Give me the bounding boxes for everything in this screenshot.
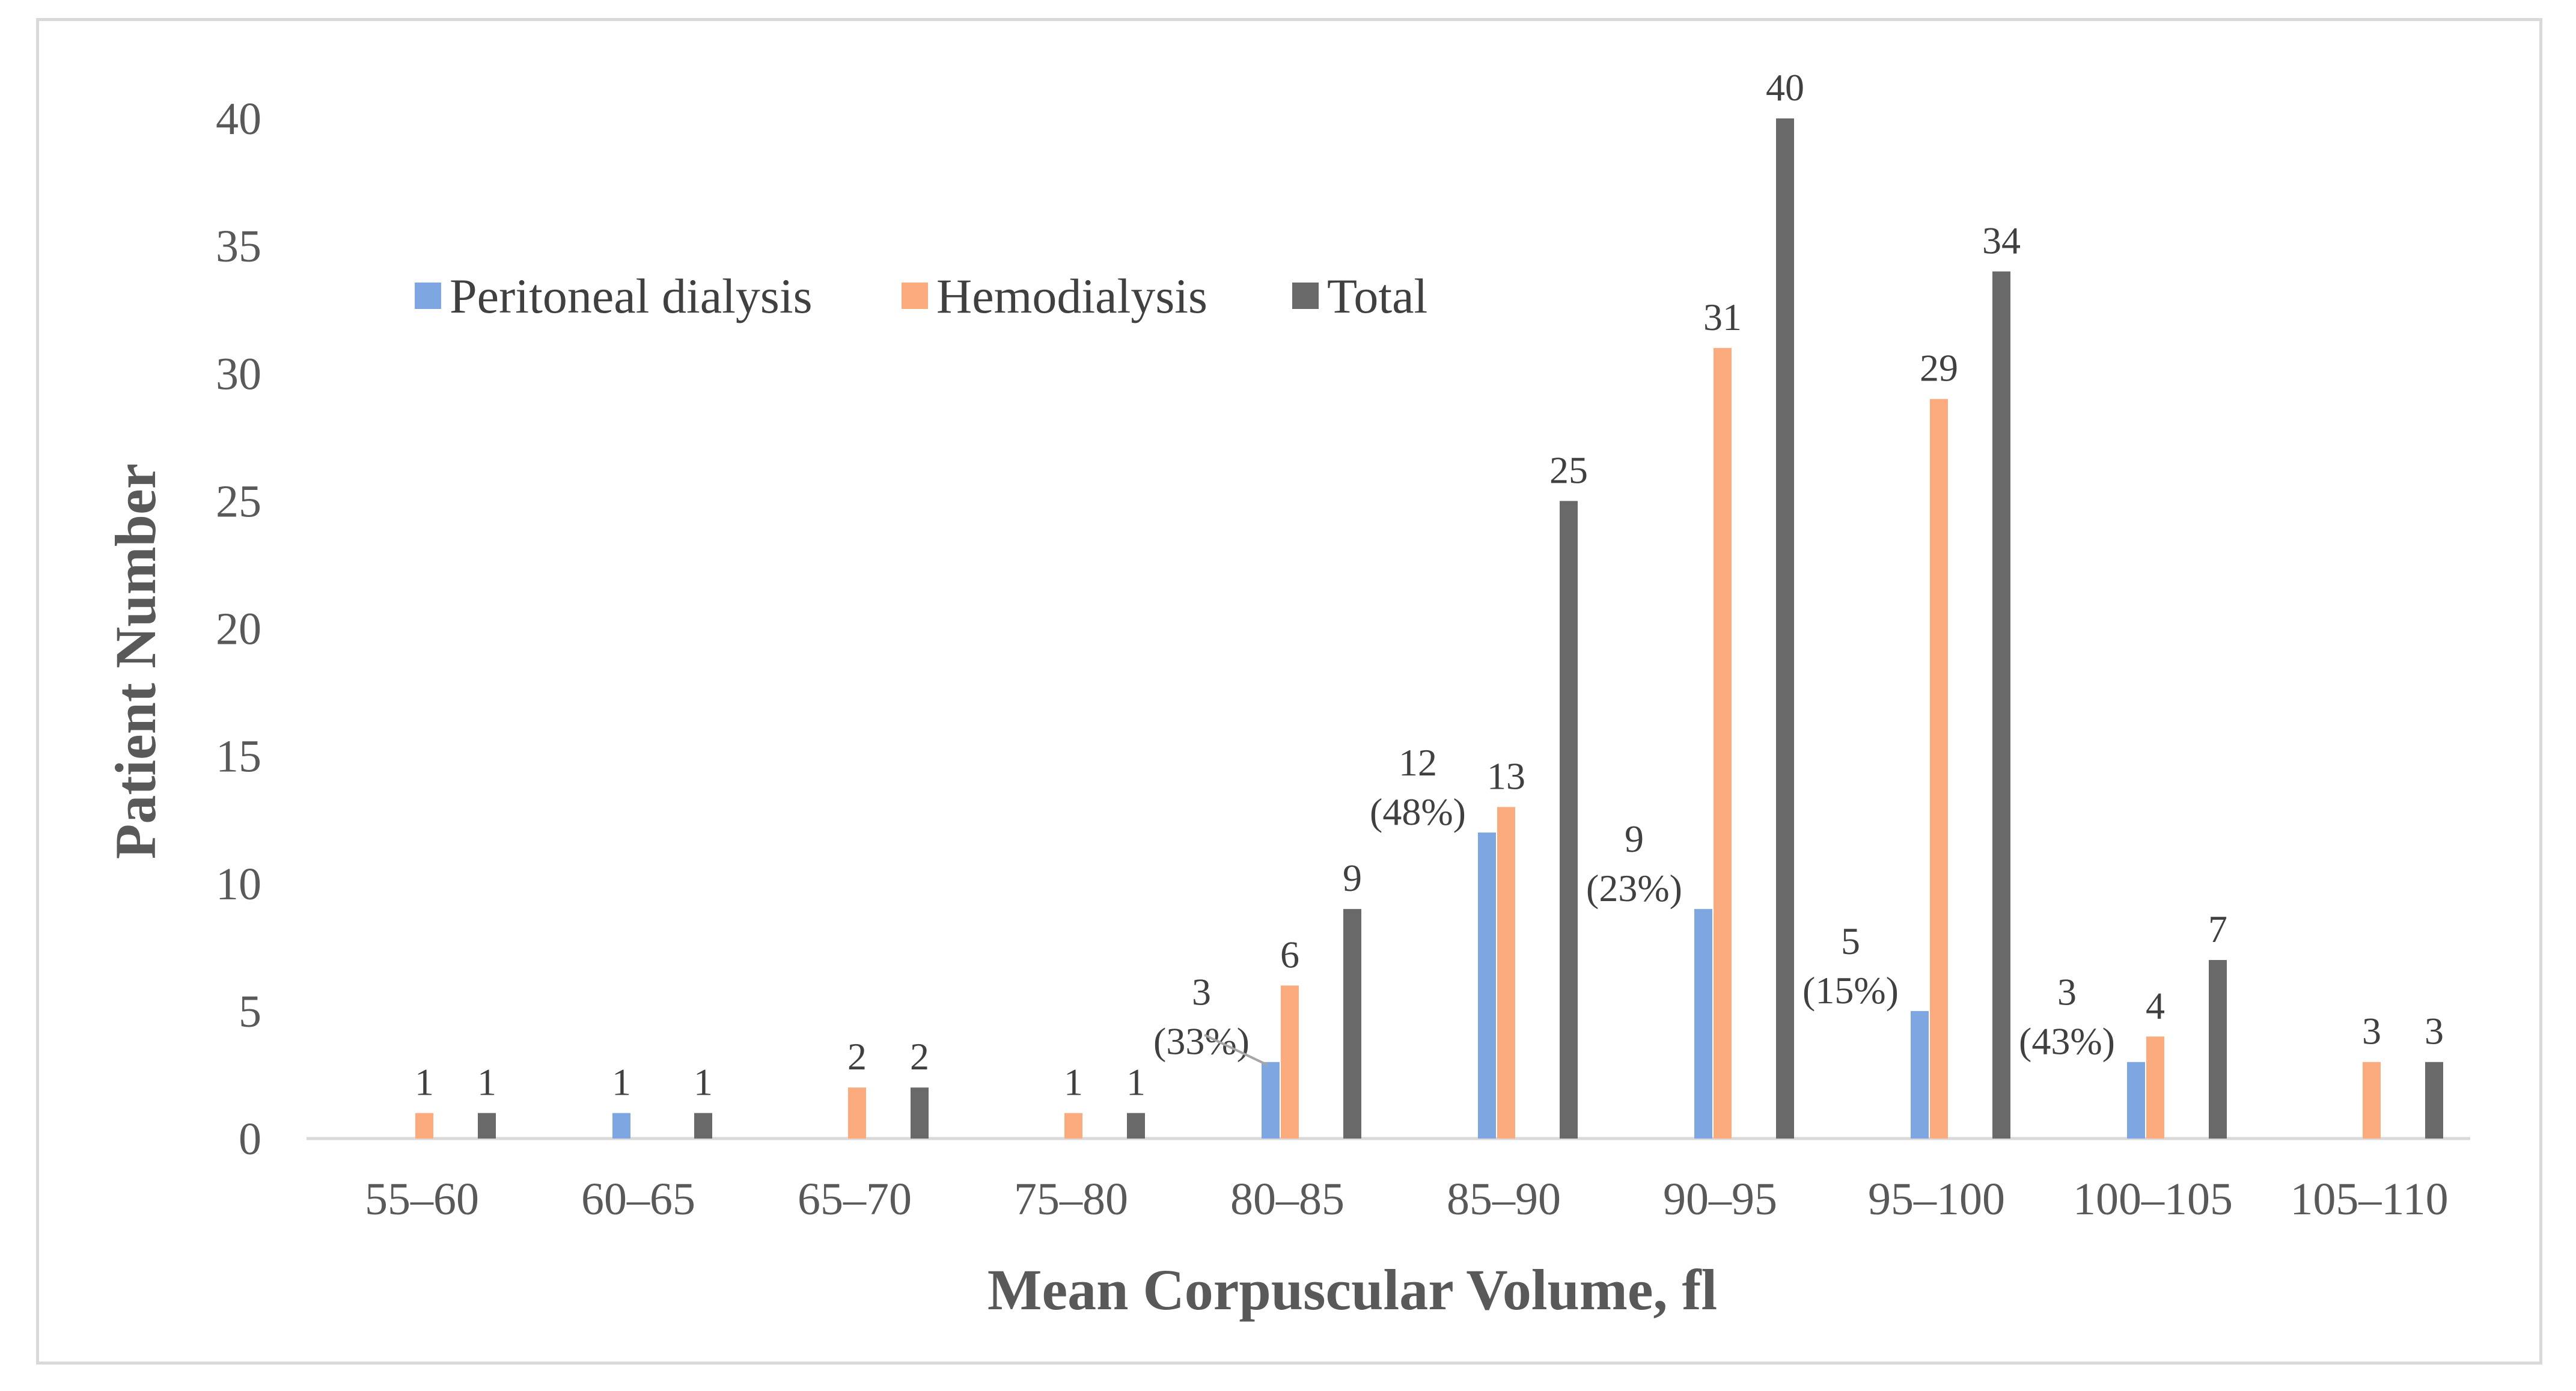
data-label-total: 7 xyxy=(2208,908,2227,950)
bar-total xyxy=(478,1113,496,1139)
data-label-hemodialysis: 4 xyxy=(2146,984,2165,1027)
data-label-hemodialysis: 2 xyxy=(847,1035,867,1078)
bar-total xyxy=(1560,501,1578,1139)
data-label-total: 1 xyxy=(477,1061,496,1104)
bar-total xyxy=(2425,1062,2443,1139)
y-tick-label: 25 xyxy=(216,476,261,527)
bar-peritoneal-dialysis xyxy=(1694,909,1712,1139)
legend-swatch-1 xyxy=(902,283,928,309)
data-label-peritoneal-percent: (33%) xyxy=(1153,1020,1250,1063)
x-tick-label: 75–80 xyxy=(1014,1174,1128,1224)
bar-hemodialysis xyxy=(1281,985,1299,1139)
bar-total xyxy=(694,1113,712,1139)
data-label-total: 9 xyxy=(1343,857,1362,899)
legend: Peritoneal dialysis Hemodialysis Total xyxy=(415,269,1427,323)
data-label-peritoneal-dialysis: 12 xyxy=(1399,741,1437,784)
x-tick-label: 65–70 xyxy=(798,1174,912,1224)
bar-hemodialysis xyxy=(1497,807,1515,1139)
x-tick-label: 80–85 xyxy=(1230,1174,1344,1224)
bar-peritoneal-dialysis xyxy=(1911,1010,1929,1139)
bar-peritoneal-dialysis xyxy=(2127,1062,2145,1139)
data-label-peritoneal-percent: (23%) xyxy=(1586,867,1682,910)
bar-total xyxy=(911,1087,929,1139)
chart-frame xyxy=(36,18,2542,1365)
x-tick-label: 90–95 xyxy=(1663,1174,1777,1224)
data-label-total: 40 xyxy=(1766,66,1804,109)
y-tick-label: 15 xyxy=(216,732,261,782)
bar-hemodialysis xyxy=(848,1087,866,1139)
data-label-hemodialysis: 29 xyxy=(1920,347,1958,390)
data-label-total: 34 xyxy=(1982,219,2021,262)
data-label-peritoneal-dialysis: 3 xyxy=(1192,971,1211,1013)
data-label-hemodialysis: 13 xyxy=(1487,754,1525,797)
bar-hemodialysis xyxy=(1930,399,1948,1139)
bar-total xyxy=(2209,960,2227,1139)
leader-line xyxy=(1204,1033,1268,1066)
x-tick-label: 60–65 xyxy=(581,1174,695,1224)
y-tick-label: 10 xyxy=(216,859,261,910)
data-labels: 1 1 112 21 1693(33%)132512(48%)31409(23%)293… xyxy=(415,66,2444,1104)
bar-hemodialysis xyxy=(1064,1113,1082,1139)
data-label-peritoneal-dialysis: 1 xyxy=(612,1061,631,1104)
y-tick-label: 20 xyxy=(216,604,261,655)
data-label-peritoneal-percent: (43%) xyxy=(2019,1020,2115,1063)
bar-peritoneal-dialysis xyxy=(612,1113,630,1139)
data-label-peritoneal-dialysis: 9 xyxy=(1625,818,1644,860)
y-tick-label: 35 xyxy=(216,221,261,272)
bar-hemodialysis xyxy=(2363,1062,2381,1139)
data-label-peritoneal-dialysis: 5 xyxy=(1841,920,1860,962)
data-label-total: 3 xyxy=(2425,1010,2444,1053)
data-label-hemodialysis: 1 xyxy=(415,1061,434,1104)
data-label-total: 2 xyxy=(910,1035,929,1078)
data-label-peritoneal-dialysis: 3 xyxy=(2057,971,2077,1013)
bar-peritoneal-dialysis xyxy=(1262,1062,1280,1139)
x-tick-label: 100–105 xyxy=(2073,1174,2233,1224)
bar-total xyxy=(1992,271,2010,1139)
x-tick-label: 105–110 xyxy=(2290,1174,2448,1224)
y-axis-ticks: 0 5 10 15 20 25 30 35 40 xyxy=(216,94,261,1164)
data-label-hemodialysis: 31 xyxy=(1703,296,1742,338)
y-tick-label: 30 xyxy=(216,349,261,399)
x-tick-label: 95–100 xyxy=(1868,1174,2005,1224)
x-tick-label: 85–90 xyxy=(1447,1174,1561,1224)
legend-label: Total xyxy=(1327,269,1427,323)
bar-total xyxy=(1127,1113,1145,1139)
legend-label: Peritoneal dialysis xyxy=(450,269,813,323)
legend-label: Hemodialysis xyxy=(936,269,1207,323)
bar-hemodialysis xyxy=(2146,1036,2164,1139)
legend-swatch-0 xyxy=(415,283,441,309)
bar-hemodialysis xyxy=(1714,347,1732,1139)
bar-peritoneal-dialysis xyxy=(1478,832,1496,1139)
x-tick-label: 55–60 xyxy=(365,1174,479,1224)
data-label-total: 1 xyxy=(694,1061,713,1104)
x-axis-ticks: 55–60 60–65 65–70 75–80 80–85 85–90 90–95 95–10… xyxy=(365,1174,2449,1224)
x-axis-title: Mean Corpuscular Volume, fl xyxy=(987,1258,1717,1322)
y-tick-label: 0 xyxy=(239,1114,261,1164)
bars xyxy=(415,118,2443,1139)
bar-hemodialysis xyxy=(415,1113,433,1139)
data-label-peritoneal-percent: (48%) xyxy=(1370,790,1466,833)
data-label-hemodialysis: 3 xyxy=(2362,1010,2381,1053)
y-tick-label: 5 xyxy=(239,986,261,1037)
data-label-total: 25 xyxy=(1549,448,1588,491)
y-tick-label: 40 xyxy=(216,94,261,144)
data-label-peritoneal-percent: (15%) xyxy=(1802,969,1899,1012)
legend-swatch-2 xyxy=(1292,283,1319,309)
bar-total xyxy=(1776,118,1794,1139)
data-label-total: 1 xyxy=(1126,1061,1146,1104)
data-label-hemodialysis: 6 xyxy=(1280,933,1299,976)
data-label-hemodialysis: 1 xyxy=(1064,1061,1083,1104)
bar-total xyxy=(1343,909,1361,1139)
y-axis-title: Patient Number xyxy=(103,463,168,860)
